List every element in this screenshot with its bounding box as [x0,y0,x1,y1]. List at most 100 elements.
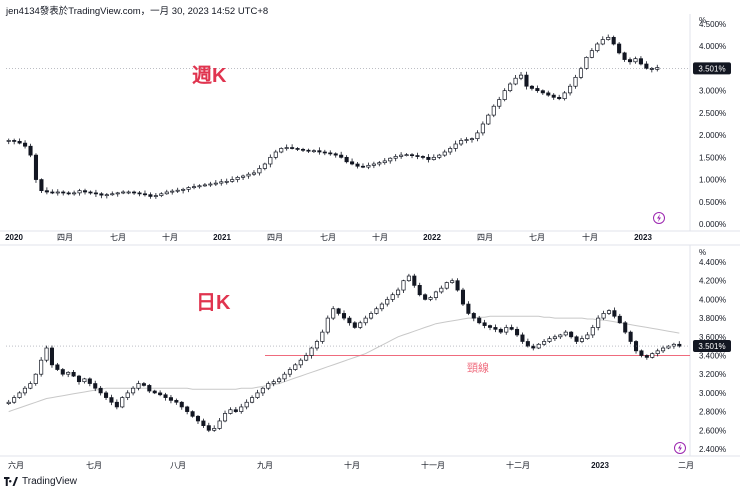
candle-body [260,387,265,394]
x-tick-label: 2023 [634,233,652,242]
candle-body [104,392,109,398]
candle-body [442,151,447,156]
candle-body [268,156,273,165]
candle-body [509,327,514,330]
x-tick-label: 十月 [582,232,598,242]
x-tick-label: 七月 [320,233,336,242]
candle-body [126,191,131,194]
candle-body [170,190,175,193]
chart-attribution-header: jen4134發表於TradingView.com，一月 30, 2023 14… [6,6,269,17]
candle-body [304,355,309,361]
y-tick-label: 0.000% [699,220,726,229]
candle-body [50,191,55,194]
candle-body [88,191,93,194]
last-value-badge [693,340,731,353]
candle-body [233,409,238,412]
x-tick-label: 二月 [678,461,694,470]
candle-body [208,183,213,186]
candle-body [366,164,371,168]
candle-body [617,43,622,54]
candle-body [333,153,338,156]
candle-body [306,149,311,152]
candle-body [627,59,633,63]
x-tick-label: 十月 [162,232,178,242]
candle-body [655,350,660,354]
candle-body [423,294,428,300]
y-tick-label: 1.500% [699,153,726,162]
x-tick-label: 四月 [267,233,283,242]
candle-body [546,92,551,96]
lightning-icon[interactable] [674,442,686,454]
x-tick-label: 2021 [213,233,231,242]
candle-body [93,192,98,195]
candle-body [82,378,87,383]
y-tick-label: 2.800% [699,408,726,417]
candle-body [55,191,60,194]
candle-body [99,193,104,196]
candle-body [222,413,228,422]
candle-body [104,194,109,197]
candle-body [677,343,682,347]
daily-chart-pane[interactable]: 4.400% 4.200% 4.000% 3.800% 3.600% 3.400% 3.20… [6,248,731,470]
candle-body [601,313,606,319]
candle-body [22,387,27,394]
candle-body [336,308,341,314]
candle-body [219,181,224,184]
candle-body [341,313,347,319]
candle-body [579,338,584,342]
candle-body [363,317,368,324]
candle-body [201,420,206,426]
candle-body [206,425,211,431]
x-tick-label: 七月 [86,461,102,470]
candle-body [239,406,244,412]
candle-body [93,383,98,389]
candle-body [498,328,503,333]
candle-body [453,143,458,149]
lightning-icon[interactable] [653,212,665,224]
y-tick-label: 2.500% [699,109,726,118]
candle-body [195,415,201,422]
candle-body [235,176,240,180]
candle-body [460,289,466,305]
candle-body [71,371,76,377]
candle-body [23,142,28,147]
candle-body [562,92,567,100]
candle-body [185,406,190,412]
candle-body [606,310,612,314]
candle-body [175,189,180,192]
candle-body [426,156,431,160]
candle-body [644,63,649,69]
candle-body [262,163,267,169]
weekly-chart-pane[interactable]: 4.500%4.000%3.500%3.000%2.500%2.000%1.50… [5,16,731,242]
x-tick-label: 十一月 [421,460,445,470]
candle-body [448,148,453,153]
candle-body [573,76,578,87]
tradingview-footer[interactable]: TradingView [4,476,77,487]
candle-body [44,347,49,361]
candle-body [563,331,568,336]
candle-body [39,359,44,375]
candle-body [347,317,352,324]
x-tick-label: 七月 [110,233,126,242]
candle-body [197,185,202,188]
y-tick-label: 0.500% [699,198,726,207]
candle-body [191,186,197,189]
candle-body [428,297,433,300]
candle-body [311,150,316,153]
candle-body [406,275,411,282]
candle-body [179,401,184,408]
y-tick-label: 4.500% [699,20,726,29]
candle-body [12,140,17,142]
moving-average-line [8,315,680,413]
candle-body [469,138,475,141]
candle-body [390,294,395,300]
candle-body [271,381,276,384]
candle-body [250,397,255,403]
candle-body [531,345,536,349]
candle-body [671,343,676,347]
candle-body [277,378,282,383]
candle-body [525,341,530,347]
candle-body [399,154,404,157]
candle-body [266,383,271,389]
